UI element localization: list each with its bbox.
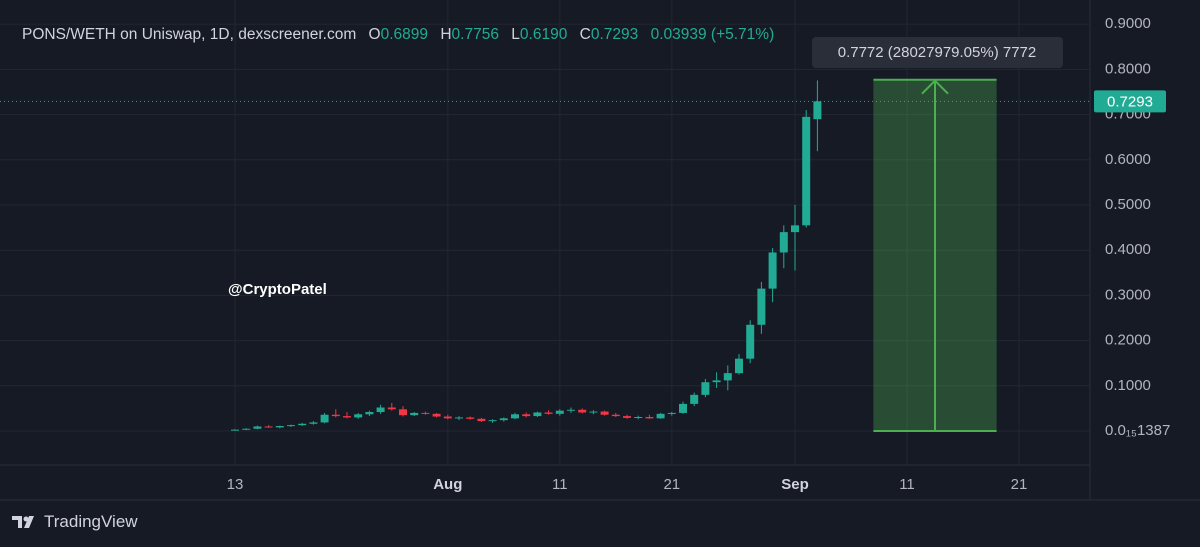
- candle-body: [589, 411, 598, 413]
- y-tick-label: 0.3000: [1105, 286, 1151, 303]
- candle-body: [712, 380, 721, 383]
- measure-arrowhead: [921, 79, 949, 95]
- candle-body: [544, 412, 553, 414]
- candle-body: [488, 420, 497, 422]
- candle-body: [656, 413, 665, 419]
- candle-body: [443, 416, 452, 419]
- y-tick-label: 0.9000: [1105, 15, 1151, 32]
- candle-body: [231, 429, 239, 431]
- x-tick-label: 21: [1011, 476, 1028, 493]
- candle-body: [309, 422, 318, 424]
- candle-body: [757, 288, 766, 325]
- y-tick-label: 0.5000: [1105, 196, 1151, 213]
- candle-body: [365, 412, 374, 415]
- candle-body: [611, 414, 620, 417]
- candle-body: [623, 416, 631, 418]
- ohlc-value: 0.7293: [590, 26, 639, 43]
- x-tick-label: 11: [552, 476, 568, 493]
- x-tick-label: Sep: [781, 476, 809, 493]
- y-tick-label: 0.2000: [1105, 332, 1151, 349]
- candle-body: [354, 414, 363, 418]
- candle-body: [376, 407, 385, 413]
- candle-body: [499, 418, 508, 421]
- candle-body: [466, 417, 475, 419]
- candle-body: [701, 382, 710, 395]
- candle-body: [253, 426, 262, 429]
- candle-body: [779, 232, 788, 253]
- y-tick-label: 0.4000: [1105, 241, 1151, 258]
- y-tick-label: 0.0₁₅1387: [1105, 422, 1170, 439]
- ohlc-key: C: [579, 26, 591, 43]
- candle-body: [634, 416, 643, 418]
- candle-body: [242, 428, 251, 430]
- candle-body: [343, 416, 351, 418]
- brand-logo: [12, 516, 34, 528]
- candle-body: [600, 411, 609, 415]
- candle-body: [555, 410, 564, 414]
- candle-body: [287, 425, 295, 427]
- candle-body: [331, 414, 340, 417]
- candle-body: [477, 418, 486, 422]
- change: 0.03939: [650, 26, 707, 43]
- ohlc-key: H: [440, 26, 452, 43]
- x-tick-label: 11: [899, 476, 915, 493]
- measure-label-box: [812, 37, 1063, 68]
- brand[interactable]: TradingView: [12, 512, 138, 532]
- y-tick-label: 0.8000: [1105, 60, 1151, 77]
- candle-body: [768, 252, 777, 289]
- candle-body: [298, 423, 307, 426]
- ohlc-value: 0.7756: [451, 26, 499, 43]
- measure-label: 0.7772 (28027979.05%) 7772: [838, 44, 1037, 61]
- title: PONS/WETH on Uniswap, 1D, dexscreener.co…: [22, 26, 357, 43]
- candle-body: [511, 414, 519, 419]
- candle-body: [578, 409, 587, 413]
- candle-body: [320, 414, 329, 423]
- candle-body: [567, 409, 575, 411]
- candle-body: [667, 412, 676, 414]
- candle-body: [421, 412, 430, 414]
- last-price-label: 0.7293: [1107, 93, 1153, 110]
- candle-body: [813, 101, 822, 120]
- candle-body: [522, 414, 531, 417]
- candle-body: [645, 416, 654, 419]
- ohlc-key: L: [511, 26, 520, 43]
- x-tick-label: 13: [227, 476, 244, 493]
- change-percent: (+5.71%): [710, 26, 775, 43]
- legend-header: PONS/WETH on Uniswap, 1D, dexscreener.co…: [22, 26, 774, 44]
- y-tick-label: 0.6000: [1105, 151, 1151, 168]
- candle-body: [455, 417, 463, 419]
- ohlc-key: O: [368, 26, 381, 43]
- candle-body: [410, 412, 419, 416]
- ohlc-value: 0.6190: [519, 26, 568, 43]
- candle-body: [746, 324, 755, 359]
- candle-body: [387, 407, 396, 410]
- candle-body: [533, 412, 542, 417]
- candle-body: [690, 394, 699, 404]
- candle-body: [264, 426, 273, 428]
- x-tick-label: 21: [663, 476, 680, 493]
- x-tick-label: Aug: [433, 476, 462, 493]
- candle-body: [723, 373, 732, 381]
- last-price-badge: [1094, 90, 1166, 113]
- candle-body: [275, 426, 284, 428]
- candle-body: [432, 413, 441, 417]
- candle-body: [802, 116, 811, 226]
- watermark: @CryptoPatel: [228, 281, 327, 298]
- candle-body: [399, 409, 407, 416]
- brand-name: TradingView: [44, 512, 138, 531]
- candle-body: [735, 358, 743, 374]
- ohlc-value: 0.6899: [380, 26, 429, 43]
- candle-body: [679, 403, 687, 413]
- y-tick-label: 0.1000: [1105, 377, 1151, 394]
- candle-body: [791, 225, 799, 233]
